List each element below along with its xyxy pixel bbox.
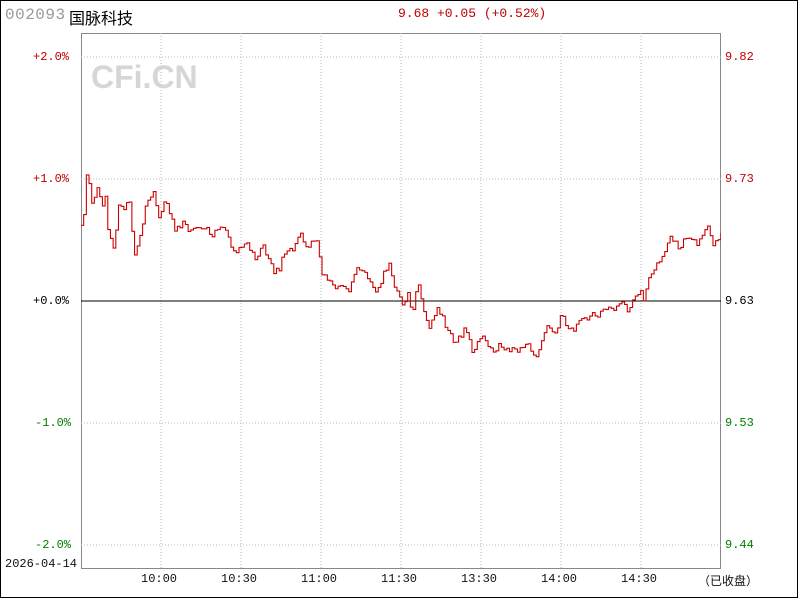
svg-text:CFi.CN: CFi.CN: [91, 59, 198, 95]
